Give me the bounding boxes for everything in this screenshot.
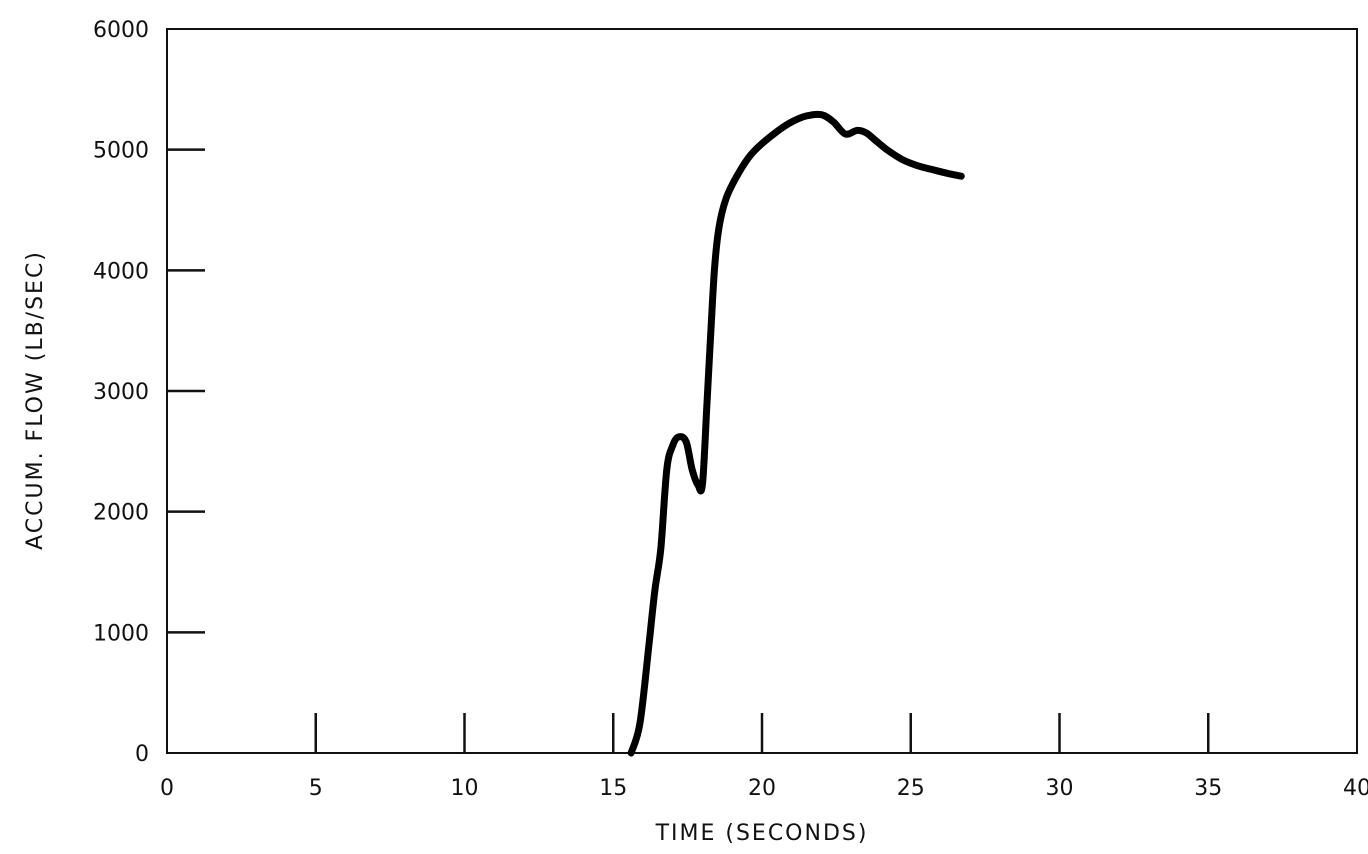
x-tick-label: 10 bbox=[451, 776, 479, 801]
y-tick-label: 1000 bbox=[93, 621, 149, 646]
x-axis-label: TIME (SECONDS) bbox=[655, 821, 869, 846]
y-tick-label: 5000 bbox=[93, 139, 149, 164]
series-group bbox=[627, 110, 965, 757]
x-tick-label: 15 bbox=[599, 776, 627, 801]
x-tick-label: 25 bbox=[897, 776, 925, 801]
x-tick-label: 35 bbox=[1194, 776, 1222, 801]
y-tick-label: 6000 bbox=[93, 18, 149, 43]
series-line bbox=[627, 110, 965, 757]
y-tick-label: 3000 bbox=[93, 380, 149, 405]
y-tick-label: 2000 bbox=[93, 501, 149, 526]
x-tick-label: 30 bbox=[1046, 776, 1074, 801]
x-tick-label: 40 bbox=[1343, 776, 1368, 801]
plot-frame bbox=[166, 28, 1358, 754]
x-tick-label: 20 bbox=[748, 776, 776, 801]
y-tick-label: 0 bbox=[135, 742, 149, 767]
x-tick-label: 0 bbox=[160, 776, 174, 801]
y-axis-label: ACCUM. FLOW (LB/SEC) bbox=[23, 250, 48, 550]
y-tick-label: 4000 bbox=[93, 259, 149, 284]
x-tick-label: 5 bbox=[309, 776, 323, 801]
y-axis-ticks: 0 1000 2000 3000 4000 5000 6000 bbox=[93, 18, 205, 767]
x-axis-ticks: 0 5 10 15 20 25 30 35 40 bbox=[160, 713, 1368, 801]
